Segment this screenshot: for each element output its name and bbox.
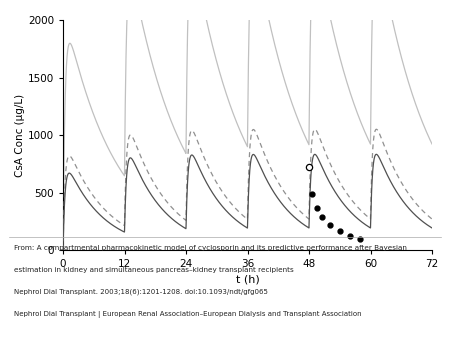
Text: From: A compartmental pharmacokinetic model of cyclosporin and its predictive pe: From: A compartmental pharmacokinetic mo…	[14, 245, 406, 251]
X-axis label: t (h): t (h)	[236, 275, 259, 285]
Text: Nephrol Dial Transplant. 2003;18(6):1201-1208. doi:10.1093/ndt/gfg065: Nephrol Dial Transplant. 2003;18(6):1201…	[14, 289, 267, 295]
Text: Nephrol Dial Transplant | European Renal Association–European Dialysis and Trans: Nephrol Dial Transplant | European Renal…	[14, 311, 361, 318]
Text: estimation in kidney and simultaneous pancreas–kidney transplant recipients: estimation in kidney and simultaneous pa…	[14, 267, 293, 273]
Y-axis label: CsA Conc (μg/L): CsA Conc (μg/L)	[15, 94, 25, 177]
